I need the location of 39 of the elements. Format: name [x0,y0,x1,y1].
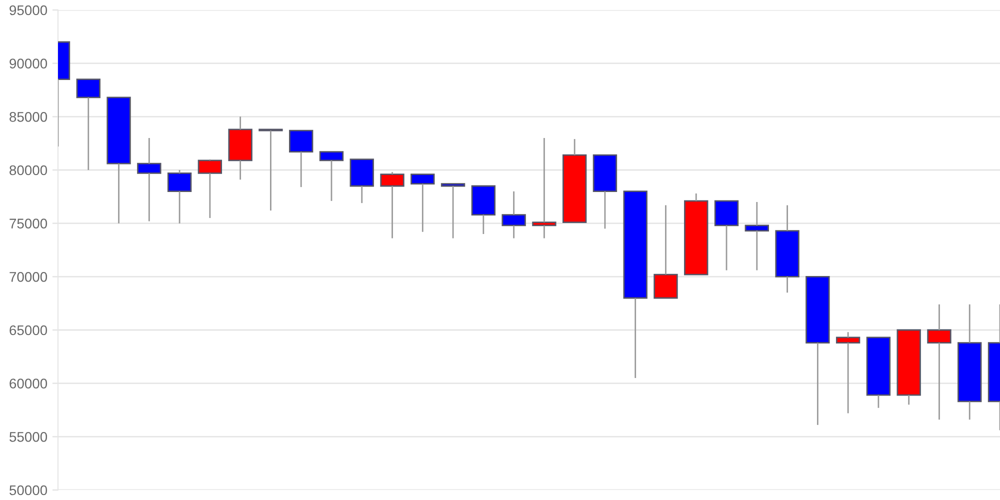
y-tick-label: 60000 [10,378,48,389]
candlestick [502,190,526,239]
candlestick [654,204,678,299]
candlestick [198,158,222,219]
y-tick-label: 65000 [10,325,48,336]
candlestick [471,185,496,235]
candlestick [289,130,314,188]
y-tick-label: 70000 [10,272,48,282]
candlestick [623,190,648,379]
candlestick [896,329,921,406]
candlestick [714,200,739,271]
y-tick-label: 75000 [10,218,48,229]
candlestick [350,158,374,204]
candlestick [106,96,131,224]
candlestick [958,304,982,420]
candlestick [532,137,556,239]
y-tick-label: 95000 [10,5,48,16]
candlestick [319,151,344,202]
y-tick-label: 90000 [10,58,48,69]
candlestick [380,171,404,239]
candlestick [866,336,891,409]
candlestick [775,204,800,294]
candlestick [806,276,830,426]
y-tick-label: 85000 [10,112,48,122]
y-tick-label: 50000 [10,485,48,496]
candlestick [836,331,860,414]
candlestick [440,183,466,239]
candlestick [744,201,769,271]
candlestick [562,138,587,223]
y-tick-label: 55000 [10,432,48,442]
candlestick [592,154,618,230]
candlestick [137,137,162,222]
candlestick [927,304,952,420]
candlestick [410,174,435,233]
y-tick-label: 80000 [10,165,48,176]
candlestick [684,192,708,276]
candlestick [76,78,100,171]
candlestick [167,169,192,224]
candlestick [228,116,252,180]
